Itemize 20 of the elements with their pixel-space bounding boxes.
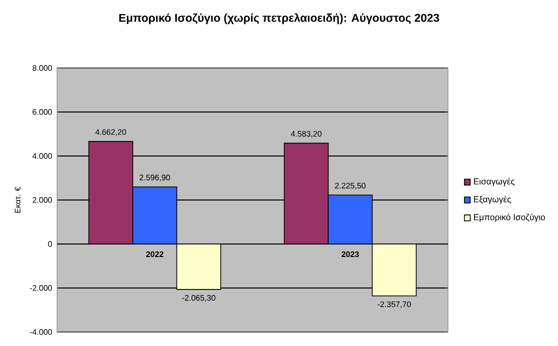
y-tick-label: 0	[48, 241, 52, 247]
legend-label: Εμπορικό Ισοζύγιο	[474, 214, 545, 222]
data-label: 2.596,90	[140, 174, 170, 182]
x-tick-label: 2022	[146, 251, 164, 258]
data-label: 4.662,20	[95, 129, 126, 136]
legend-label: Εξαγωγές	[474, 196, 511, 204]
chart-title: Εμπορικό Ισοζύγιο (χωρίς πετρελαιοειδή): Αύγουστος 2023	[119, 13, 440, 24]
y-tick-label: 4.000	[32, 153, 52, 159]
y-tick-label: 6.000	[32, 109, 52, 115]
x-tick-label: 2023	[342, 251, 359, 258]
legend-label: Εισαγωγές	[474, 178, 515, 186]
y-axis-title: Εκατ. €	[14, 186, 20, 213]
y-tick-label: 8.000	[32, 65, 52, 71]
data-label: 2.225,50	[335, 182, 366, 190]
data-label: -2.065,30	[182, 295, 216, 302]
y-tick-label: -2.000	[30, 285, 52, 291]
y-tick-label: -4.000	[30, 329, 52, 335]
y-tick-label: 2.000	[32, 197, 52, 203]
data-label: -2.357,70	[378, 301, 411, 308]
data-label: 4.583,20	[290, 130, 322, 138]
